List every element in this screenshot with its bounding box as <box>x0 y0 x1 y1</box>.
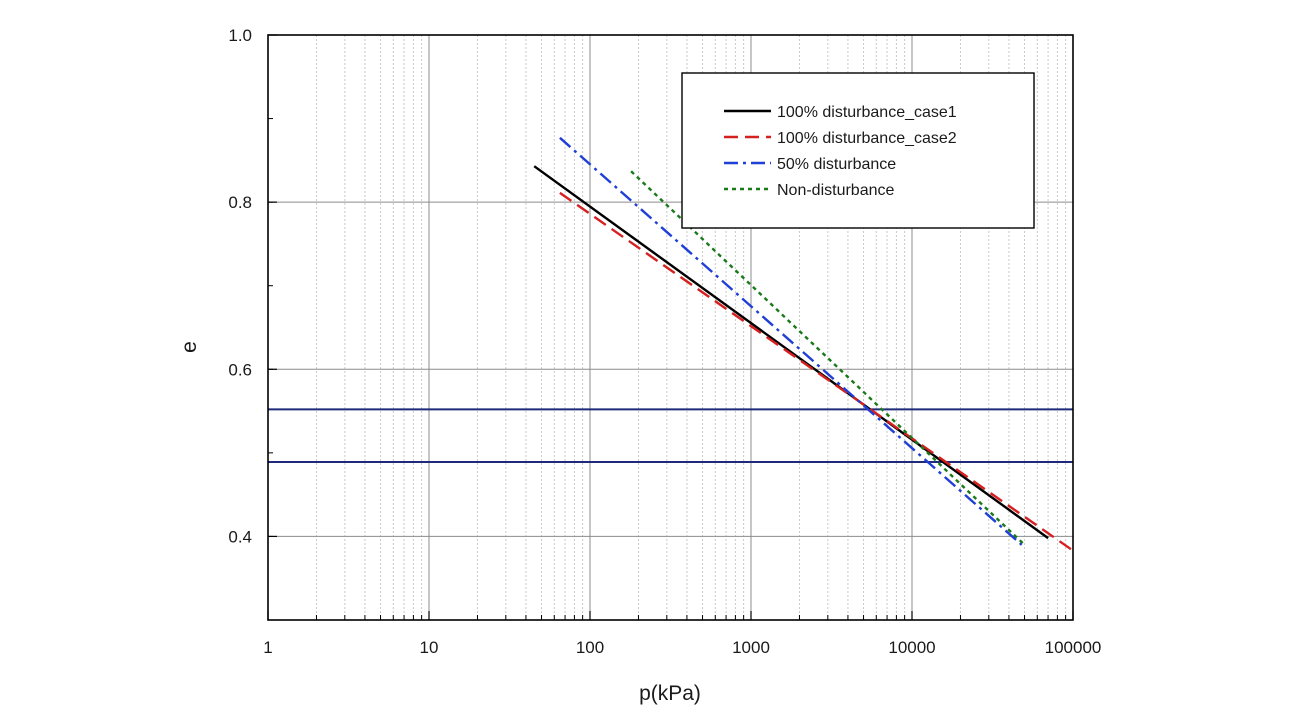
y-axis-title: e <box>178 341 201 353</box>
x-tick-label: 1000 <box>732 638 770 657</box>
reference-lines <box>268 408 1073 464</box>
y-tick-label: 0.8 <box>228 193 252 212</box>
legend-items: 100% disturbance_case1 100% disturbance_c… <box>724 104 957 199</box>
y-tick-label: 1.0 <box>228 26 252 45</box>
x-tick-label: 100000 <box>1045 638 1102 657</box>
axis-ticks <box>267 34 1074 621</box>
y-tick-label: 0.6 <box>228 360 252 379</box>
legend-box <box>681 72 1035 229</box>
series-line-1 <box>533 165 1049 540</box>
legend-label: 50% disturbance <box>777 156 896 173</box>
y-tick-label: 0.4 <box>228 527 252 546</box>
x-tick-label: 1 <box>263 638 272 657</box>
series-lines <box>533 136 1074 552</box>
legend-label: 100% disturbance_case1 <box>777 104 957 121</box>
legend: 100% disturbance_case1 100% disturbance_c… <box>681 72 1035 229</box>
series-line-4 <box>630 170 1026 546</box>
x-tick-label: 100 <box>576 638 604 657</box>
legend-label: 100% disturbance_case2 <box>777 130 957 147</box>
x-tick-label: 10 <box>420 638 439 657</box>
legend-label: Non-disturbance <box>777 182 895 199</box>
series-line-3 <box>559 136 1023 546</box>
tick-labels: 1 10 100 1000 10000 100000 0.4 0.6 0.8 1.0 <box>228 26 1101 657</box>
x-axis-title: p(kPa) <box>639 682 701 705</box>
plot-frame <box>267 34 1074 621</box>
x-tick-label: 10000 <box>888 638 935 657</box>
